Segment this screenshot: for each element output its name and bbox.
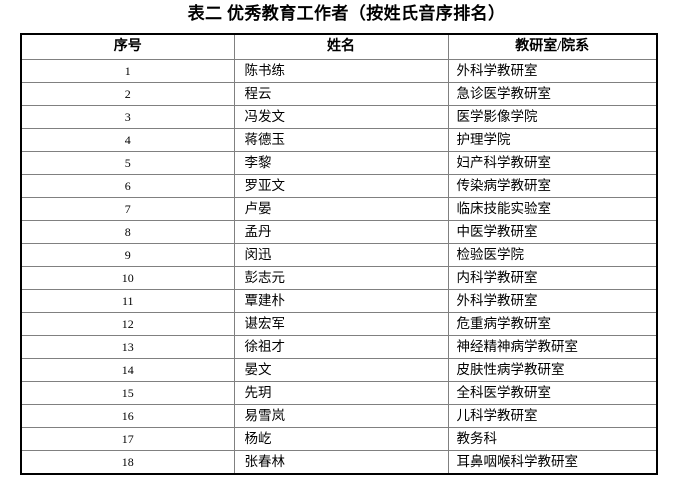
cell-name: 徐祖才 (233, 335, 449, 359)
cell-department: 外科学教研室 (447, 289, 658, 313)
table-row: 4 蒋德玉 护理学院 (20, 128, 658, 152)
table-header: 序号 姓名 教研室/院系 (20, 33, 658, 60)
table-row: 9 闵迅 检验医学院 (20, 243, 658, 267)
cell-department: 妇产科学教研室 (447, 151, 658, 175)
cell-sequence: 3 (20, 105, 235, 129)
cell-sequence: 15 (20, 381, 235, 405)
cell-department: 中医学教研室 (447, 220, 658, 244)
cell-name: 程云 (233, 82, 449, 106)
cell-department: 检验医学院 (447, 243, 658, 267)
cell-department: 传染病学教研室 (447, 174, 658, 198)
cell-department: 全科医学教研室 (447, 381, 658, 405)
table-row: 15 先玥 全科医学教研室 (20, 381, 658, 405)
table-body: 1 陈书练 外科学教研室 2 程云 急诊医学教研室 3 冯发文 医学影像学院 4 蒋德玉 护理学院 5 李… (20, 59, 658, 475)
cell-sequence: 7 (20, 197, 235, 221)
table-row: 3 冯发文 医学影像学院 (20, 105, 658, 129)
column-header-sequence: 序号 (20, 33, 235, 60)
cell-sequence: 16 (20, 404, 235, 428)
cell-name: 闵迅 (233, 243, 449, 267)
cell-sequence: 11 (20, 289, 235, 313)
cell-sequence: 9 (20, 243, 235, 267)
cell-sequence: 6 (20, 174, 235, 198)
table-row: 8 孟丹 中医学教研室 (20, 220, 658, 244)
cell-name: 蒋德玉 (233, 128, 449, 152)
cell-name: 先玥 (233, 381, 449, 405)
cell-name: 陈书练 (233, 59, 449, 83)
cell-name: 罗亚文 (233, 174, 449, 198)
cell-sequence: 13 (20, 335, 235, 359)
table-row: 16 易雪岚 儿科学教研室 (20, 404, 658, 428)
cell-department: 皮肤性病学教研室 (447, 358, 658, 382)
table-row: 12 谌宏军 危重病学教研室 (20, 312, 658, 336)
cell-name: 张春林 (233, 450, 449, 475)
cell-name: 谌宏军 (233, 312, 449, 336)
table-header-row: 序号 姓名 教研室/院系 (20, 33, 658, 60)
cell-sequence: 4 (20, 128, 235, 152)
cell-name: 易雪岚 (233, 404, 449, 428)
cell-department: 护理学院 (447, 128, 658, 152)
table-row: 18 张春林 耳鼻咽喉科学教研室 (20, 450, 658, 475)
table-row: 2 程云 急诊医学教研室 (20, 82, 658, 106)
cell-sequence: 10 (20, 266, 235, 290)
cell-sequence: 5 (20, 151, 235, 175)
cell-name: 卢晏 (233, 197, 449, 221)
cell-sequence: 12 (20, 312, 235, 336)
table-row: 11 覃建朴 外科学教研室 (20, 289, 658, 313)
cell-sequence: 17 (20, 427, 235, 451)
table-row: 1 陈书练 外科学教研室 (20, 59, 658, 83)
cell-name: 彭志元 (233, 266, 449, 290)
cell-name: 孟丹 (233, 220, 449, 244)
cell-name: 杨屹 (233, 427, 449, 451)
cell-department: 教务科 (447, 427, 658, 451)
cell-name: 覃建朴 (233, 289, 449, 313)
cell-department: 急诊医学教研室 (447, 82, 658, 106)
cell-sequence: 14 (20, 358, 235, 382)
cell-name: 晏文 (233, 358, 449, 382)
table-row: 10 彭志元 内科学教研室 (20, 266, 658, 290)
cell-sequence: 18 (20, 450, 235, 475)
column-header-department: 教研室/院系 (447, 33, 658, 60)
cell-department: 内科学教研室 (447, 266, 658, 290)
cell-department: 临床技能实验室 (447, 197, 658, 221)
cell-name: 李黎 (233, 151, 449, 175)
table-row: 5 李黎 妇产科学教研室 (20, 151, 658, 175)
table-row: 13 徐祖才 神经精神病学教研室 (20, 335, 658, 359)
cell-sequence: 1 (20, 59, 235, 83)
cell-department: 医学影像学院 (447, 105, 658, 129)
table-container: 序号 姓名 教研室/院系 1 陈书练 外科学教研室 2 程云 急诊医学教研室 3 冯发文 医学影… (20, 33, 658, 475)
cell-sequence: 2 (20, 82, 235, 106)
table-row: 6 罗亚文 传染病学教研室 (20, 174, 658, 198)
cell-department: 儿科学教研室 (447, 404, 658, 428)
cell-department: 外科学教研室 (447, 59, 658, 83)
award-recipients-table: 序号 姓名 教研室/院系 1 陈书练 外科学教研室 2 程云 急诊医学教研室 3 冯发文 医学影… (20, 33, 658, 475)
table-row: 7 卢晏 临床技能实验室 (20, 197, 658, 221)
cell-department: 耳鼻咽喉科学教研室 (447, 450, 658, 475)
column-header-name: 姓名 (233, 33, 449, 60)
cell-sequence: 8 (20, 220, 235, 244)
cell-department: 神经精神病学教研室 (447, 335, 658, 359)
table-row: 14 晏文 皮肤性病学教研室 (20, 358, 658, 382)
cell-department: 危重病学教研室 (447, 312, 658, 336)
cell-name: 冯发文 (233, 105, 449, 129)
page-title: 表二 优秀教育工作者（按姓氏音序排名） (187, 4, 506, 23)
table-row: 17 杨屹 教务科 (20, 427, 658, 451)
